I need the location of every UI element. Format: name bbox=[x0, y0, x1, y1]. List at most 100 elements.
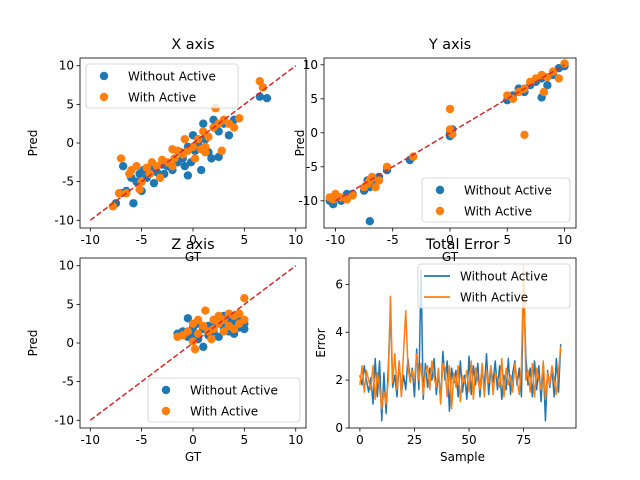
point-without-active bbox=[207, 154, 216, 163]
plot-data bbox=[359, 264, 562, 422]
x-tick-label: 5 bbox=[241, 433, 249, 447]
y-tick-label: 5 bbox=[310, 92, 318, 106]
legend-label: Without Active bbox=[128, 70, 216, 84]
y-tick-label: 0 bbox=[66, 136, 74, 150]
point-with-active bbox=[235, 309, 244, 318]
y-tick-label: 0 bbox=[335, 421, 343, 435]
point-with-active bbox=[114, 189, 124, 198]
point-with-active bbox=[367, 172, 377, 182]
legend-label: With Active bbox=[460, 291, 528, 305]
y-tick-label: -10 bbox=[54, 413, 74, 427]
x-axis-label: GT bbox=[442, 250, 459, 264]
point-without-active bbox=[240, 324, 249, 334]
chart-title: Z axis bbox=[171, 237, 214, 253]
point-with-active bbox=[539, 87, 549, 97]
legend-box bbox=[417, 263, 571, 309]
x-tick-label: 0 bbox=[189, 433, 197, 447]
point-without-active bbox=[224, 131, 234, 140]
y-axis-label: Pred bbox=[26, 130, 40, 157]
point-with-active bbox=[409, 152, 418, 161]
legend-label: With Active bbox=[464, 205, 532, 219]
legend: Without Active With Active bbox=[417, 263, 571, 309]
point-without-active bbox=[180, 161, 189, 171]
legend-label: Without Active bbox=[190, 384, 278, 398]
legend-marker bbox=[435, 185, 445, 195]
legend-label: Without Active bbox=[460, 270, 548, 284]
point-with-active bbox=[183, 327, 193, 336]
x-tick-label: 10 bbox=[288, 433, 303, 447]
legend-box bbox=[85, 63, 239, 109]
y-tick-label: 6 bbox=[335, 277, 343, 291]
x-tick-label: -10 bbox=[326, 233, 346, 247]
legend: Without Active With Active bbox=[421, 177, 571, 223]
point-with-active bbox=[155, 173, 165, 182]
point-with-active bbox=[188, 337, 198, 346]
y-tick-label: 10 bbox=[303, 58, 318, 72]
x-tick-label: 25 bbox=[407, 433, 422, 447]
point-with-active bbox=[207, 334, 216, 344]
legend-box bbox=[421, 177, 571, 223]
x-tick-label: -5 bbox=[387, 233, 399, 247]
point-with-active bbox=[219, 327, 229, 336]
point-with-active bbox=[371, 183, 380, 192]
point-without-active bbox=[543, 81, 552, 90]
point-with-active bbox=[217, 146, 226, 155]
point-with-active bbox=[445, 104, 455, 114]
point-without-active bbox=[365, 217, 375, 226]
point-with-active bbox=[554, 74, 564, 83]
point-with-active bbox=[180, 134, 189, 144]
point-with-active bbox=[152, 161, 162, 171]
axes-frame bbox=[348, 257, 577, 429]
y-axis-label: Pred bbox=[26, 330, 40, 357]
legend-marker bbox=[99, 71, 109, 81]
x-tick-label: -10 bbox=[80, 233, 100, 247]
legend: Without Active With Active bbox=[85, 63, 239, 109]
x-tick-label: 50 bbox=[461, 433, 476, 447]
point-with-active bbox=[348, 191, 357, 200]
point-without-active bbox=[183, 171, 193, 180]
point-with-active bbox=[193, 329, 203, 338]
x-tick-label: 75 bbox=[516, 433, 531, 447]
y-tick-label: 4 bbox=[335, 325, 343, 339]
point-with-active bbox=[508, 94, 518, 104]
identity-line bbox=[89, 65, 297, 221]
legend-marker bbox=[161, 385, 171, 395]
plot-data bbox=[89, 265, 297, 421]
point-with-active bbox=[235, 114, 244, 123]
y-axis-label: Pred bbox=[293, 130, 307, 157]
x-tick-label: 0 bbox=[189, 233, 197, 247]
plot-data bbox=[89, 65, 297, 221]
identity-line bbox=[335, 64, 565, 202]
legend-label: Without Active bbox=[464, 184, 552, 198]
point-with-active bbox=[199, 321, 208, 331]
point-with-active bbox=[201, 306, 210, 315]
x-tick-label: 0 bbox=[356, 433, 364, 447]
chart-title: Total Error bbox=[425, 237, 499, 253]
legend-label: With Active bbox=[190, 405, 258, 419]
chart-title: X axis bbox=[171, 37, 214, 53]
chart-title: Y axis bbox=[428, 37, 471, 53]
point-with-active bbox=[201, 148, 210, 157]
y-tick-label: 5 bbox=[66, 97, 74, 111]
point-with-active bbox=[560, 59, 569, 68]
point-with-active bbox=[240, 293, 249, 303]
series-line-with-active bbox=[359, 264, 562, 410]
x-tick-label: 5 bbox=[241, 233, 249, 247]
point-with-active bbox=[520, 130, 529, 140]
point-with-active bbox=[135, 185, 144, 194]
y-axis-label: Error bbox=[314, 328, 328, 357]
point-with-active bbox=[145, 169, 155, 179]
y-tick-label: -10 bbox=[54, 213, 74, 227]
x-axis-label: GT bbox=[185, 450, 202, 464]
point-without-active bbox=[262, 93, 272, 103]
legend-marker bbox=[435, 206, 445, 216]
subplot-4: 0 25 50 75 0 2 4 6 Total Error Sample Error Without… bbox=[314, 237, 577, 464]
point-with-active bbox=[229, 324, 239, 334]
y-tick-label: 10 bbox=[59, 259, 74, 273]
subplot-2: -10 -5 0 5 10 -10 -5 0 5 10 Y axis GT Pred Without Ac… bbox=[293, 37, 577, 264]
y-tick-label: 10 bbox=[59, 59, 74, 73]
x-tick-label: 5 bbox=[503, 233, 511, 247]
identity-line bbox=[89, 265, 297, 421]
point-with-active bbox=[382, 162, 392, 171]
x-tick-label: -10 bbox=[80, 433, 100, 447]
